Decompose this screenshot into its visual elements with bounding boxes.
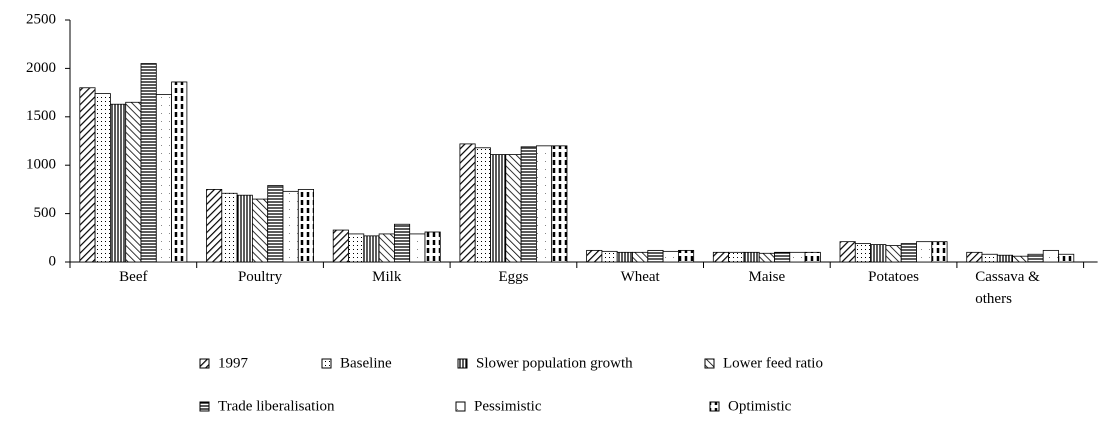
- legend-label: Optimistic: [728, 398, 792, 414]
- bar: [348, 233, 365, 263]
- legend-swatch: [457, 358, 468, 369]
- bar: [332, 229, 349, 263]
- legend-swatch: [321, 358, 332, 369]
- legend-label: Trade liberalisation: [218, 398, 335, 414]
- bar: [712, 251, 729, 263]
- x-tick-label: Cassava & others: [975, 269, 1040, 307]
- bar: [221, 192, 238, 263]
- legend-swatch: [704, 358, 715, 369]
- legend-label: Slower population growth: [476, 355, 633, 371]
- legend-swatch: [455, 401, 466, 412]
- legend-swatch: [199, 358, 210, 369]
- bar: [236, 194, 253, 263]
- bar: [996, 254, 1013, 263]
- bar: [206, 188, 223, 263]
- bar: [839, 241, 856, 263]
- bar: [1058, 253, 1075, 263]
- bar: [267, 185, 284, 263]
- bar: [662, 250, 679, 263]
- bar: [393, 223, 411, 263]
- bar: [424, 231, 441, 263]
- bar: [297, 188, 314, 263]
- legend-label: 1997: [218, 355, 249, 371]
- bar: [536, 145, 553, 263]
- bar: [505, 154, 522, 263]
- bar: [647, 249, 664, 263]
- y-tick-label: 500: [34, 205, 57, 221]
- bar: [789, 251, 806, 263]
- x-tick-label: Beef: [119, 269, 148, 285]
- bar: [966, 251, 983, 263]
- bar: [1012, 255, 1029, 263]
- bar: [586, 249, 603, 263]
- bar: [363, 235, 380, 263]
- bar: [94, 93, 111, 263]
- bar: [490, 154, 507, 263]
- bar: [678, 249, 695, 263]
- bar: [870, 244, 887, 263]
- bar: [1042, 249, 1059, 263]
- x-tick-label: Eggs: [498, 269, 529, 285]
- bar: [140, 63, 157, 263]
- bar: [601, 250, 618, 263]
- x-tick-label: Potatoes: [868, 269, 919, 285]
- y-tick-label: 2500: [26, 11, 56, 27]
- legend-label: Baseline: [340, 355, 392, 371]
- bar: [125, 101, 142, 263]
- bar: [900, 243, 917, 263]
- bar: [981, 253, 998, 263]
- bar: [551, 145, 568, 263]
- x-tick-label: Wheat: [620, 269, 660, 285]
- bar: [474, 147, 491, 263]
- bar: [931, 241, 948, 263]
- x-tick-label: Maise: [748, 269, 786, 285]
- bar: [728, 251, 745, 263]
- legend-label: Pessimistic: [474, 398, 542, 414]
- bar: [743, 251, 760, 263]
- legend-swatch: [709, 401, 720, 412]
- y-tick-label: 0: [49, 253, 57, 269]
- bar: [110, 103, 127, 263]
- bar: [916, 241, 933, 263]
- bar: [282, 190, 299, 263]
- bar: [632, 251, 649, 263]
- bar: [520, 146, 537, 263]
- bar: [804, 251, 821, 263]
- bar: [1027, 253, 1044, 263]
- y-tick-label: 1000: [26, 157, 56, 173]
- bar: [885, 245, 902, 263]
- bar: [774, 251, 791, 263]
- bar: [378, 233, 395, 263]
- legend-swatch: [199, 401, 210, 412]
- bar: [79, 87, 96, 263]
- bar: [155, 94, 173, 263]
- bar: [171, 81, 188, 263]
- legend-label: Lower feed ratio: [723, 355, 823, 371]
- bar: [251, 198, 269, 263]
- y-tick-label: 1500: [26, 108, 56, 124]
- y-tick-label: 2000: [26, 60, 56, 76]
- bar: [409, 233, 426, 263]
- bar: [758, 252, 775, 263]
- bar: [459, 143, 476, 263]
- x-tick-label: Poultry: [237, 269, 283, 285]
- bar: [854, 243, 871, 263]
- x-tick-label: Milk: [372, 269, 402, 285]
- bar: [616, 251, 633, 263]
